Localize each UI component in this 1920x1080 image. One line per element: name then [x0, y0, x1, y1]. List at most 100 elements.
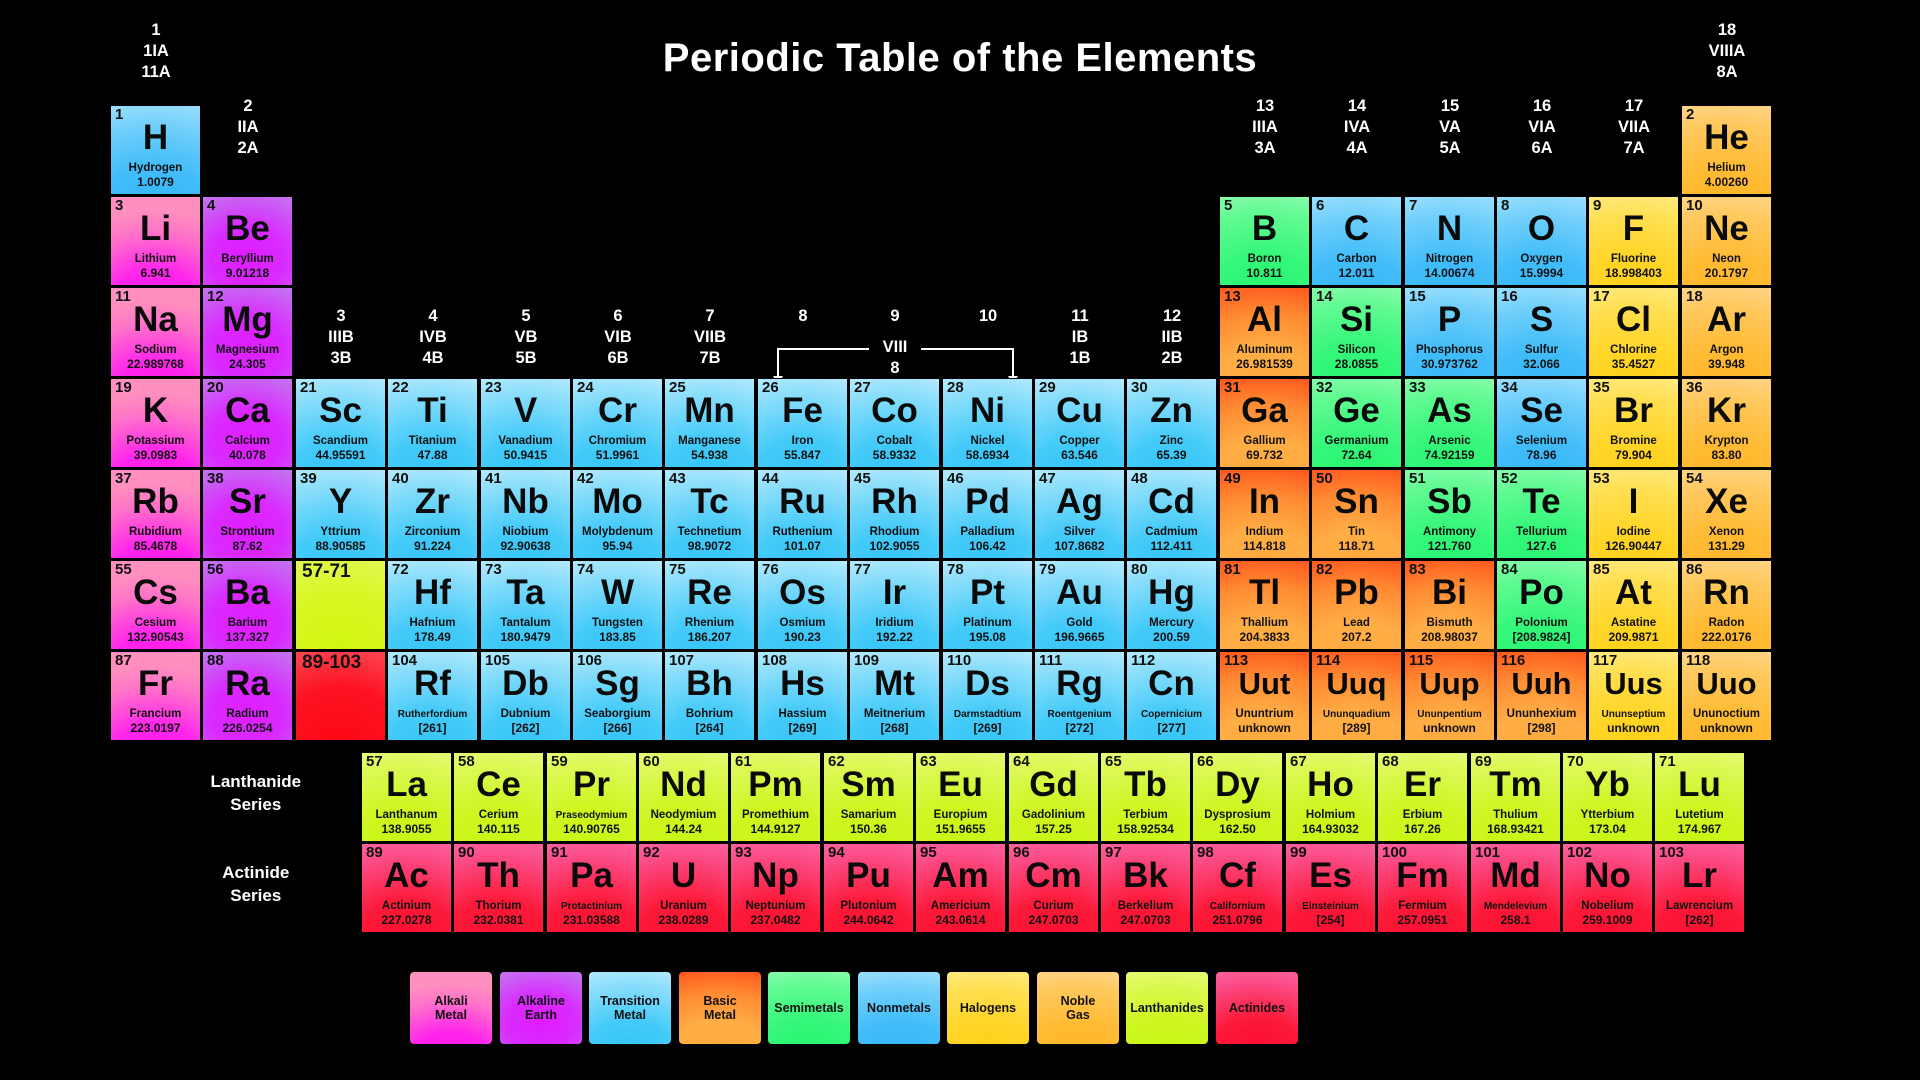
element-cell-nb[interactable]: 41 Nb Niobium 92.90638	[480, 469, 571, 559]
legend-item-alkali[interactable]: Alkali Metal	[410, 972, 492, 1044]
element-cell-uuq[interactable]: 114 Uuq Ununquadium [289]	[1311, 651, 1402, 741]
element-cell-th[interactable]: 90 Th Thorium 232.0381	[453, 843, 544, 933]
element-cell-pt[interactable]: 78 Pt Platinum 195.08	[942, 560, 1033, 650]
element-cell-ge[interactable]: 32 Ge Germanium 72.64	[1311, 378, 1402, 468]
element-cell-as[interactable]: 33 As Arsenic 74.92159	[1404, 378, 1495, 468]
element-cell-lu[interactable]: 71 Lu Lutetium 174.967	[1654, 752, 1745, 842]
element-cell-uut[interactable]: 113 Uut Ununtrium unknown	[1219, 651, 1310, 741]
element-cell-rb[interactable]: 37 Rb Rubidium 85.4678	[110, 469, 201, 559]
element-cell-cl[interactable]: 17 Cl Chlorine 35.4527	[1588, 287, 1679, 377]
element-cell-er[interactable]: 68 Er Erbium 167.26	[1377, 752, 1468, 842]
element-cell-ds[interactable]: 110 Ds Darmstadtium [269]	[942, 651, 1033, 741]
element-cell-v[interactable]: 23 V Vanadium 50.9415	[480, 378, 571, 468]
element-cell-rf[interactable]: 104 Rf Rutherfordium [261]	[387, 651, 478, 741]
element-cell-gd[interactable]: 64 Gd Gadolinium 157.25	[1008, 752, 1099, 842]
element-cell-bh[interactable]: 107 Bh Bohrium [264]	[664, 651, 755, 741]
element-cell-tl[interactable]: 81 Tl Thallium 204.3833	[1219, 560, 1310, 650]
element-cell-os[interactable]: 76 Os Osmium 190.23	[757, 560, 848, 650]
element-cell-hs[interactable]: 108 Hs Hassium [269]	[757, 651, 848, 741]
element-cell-md[interactable]: 101 Md Mendelevium 258.1	[1470, 843, 1561, 933]
legend-item-nonmetal[interactable]: Nonmetals	[858, 972, 940, 1044]
element-cell-uuh[interactable]: 116 Uuh Ununhexium [298]	[1496, 651, 1587, 741]
element-cell-u[interactable]: 92 U Uranium 238.0289	[638, 843, 729, 933]
element-cell-al[interactable]: 13 Al Aluminum 26.981539	[1219, 287, 1310, 377]
element-cell-uus[interactable]: 117 Uus Ununseptium unknown	[1588, 651, 1679, 741]
element-cell-au[interactable]: 79 Au Gold 196.9665	[1034, 560, 1125, 650]
legend-item-actinide[interactable]: Actinides	[1216, 972, 1298, 1044]
element-cell-o[interactable]: 8 O Oxygen 15.9994	[1496, 196, 1587, 286]
element-cell-sr[interactable]: 38 Sr Strontium 87.62	[202, 469, 293, 559]
element-cell-cn[interactable]: 112 Cn Copernicium [277]	[1126, 651, 1217, 741]
element-cell-rh[interactable]: 45 Rh Rhodium 102.9055	[849, 469, 940, 559]
element-cell-ga[interactable]: 31 Ga Gallium 69.732	[1219, 378, 1310, 468]
legend-item-semimetal[interactable]: Semimetals	[768, 972, 850, 1044]
element-cell-ce[interactable]: 58 Ce Cerium 140.115	[453, 752, 544, 842]
element-cell-sc[interactable]: 21 Sc Scandium 44.95591	[295, 378, 386, 468]
element-cell-pd[interactable]: 46 Pd Palladium 106.42	[942, 469, 1033, 559]
legend-item-lanthanide[interactable]: Lanthanides	[1126, 972, 1208, 1044]
element-cell-sm[interactable]: 62 Sm Samarium 150.36	[823, 752, 914, 842]
element-cell-tc[interactable]: 43 Tc Technetium 98.9072	[664, 469, 755, 559]
element-cell-uuo[interactable]: 118 Uuo Ununoctium unknown	[1681, 651, 1772, 741]
element-cell-pa[interactable]: 91 Pa Protactinium 231.03588	[546, 843, 637, 933]
element-cell-lr[interactable]: 103 Lr Lawrencium [262]	[1654, 843, 1745, 933]
legend-item-noble[interactable]: Noble Gas	[1037, 972, 1119, 1044]
element-cell-be[interactable]: 4 Be Beryllium 9.01218	[202, 196, 293, 286]
element-cell-w[interactable]: 74 W Tungsten 183.85	[572, 560, 663, 650]
element-cell-po[interactable]: 84 Po Polonium [208.9824]	[1496, 560, 1587, 650]
element-cell-ca[interactable]: 20 Ca Calcium 40.078	[202, 378, 293, 468]
element-cell-c[interactable]: 6 C Carbon 12.011	[1311, 196, 1402, 286]
element-cell-zr[interactable]: 40 Zr Zirconium 91.224	[387, 469, 478, 559]
element-cell-np[interactable]: 93 Np Neptunium 237.0482	[730, 843, 821, 933]
element-cell-na[interactable]: 11 Na Sodium 22.989768	[110, 287, 201, 377]
element-cell-la[interactable]: 57 La Lanthanum 138.9055	[361, 752, 452, 842]
element-cell-xe[interactable]: 54 Xe Xenon 131.29	[1681, 469, 1772, 559]
element-cell-kr[interactable]: 36 Kr Krypton 83.80	[1681, 378, 1772, 468]
element-cell-h[interactable]: 1 H Hydrogen 1.0079	[110, 105, 201, 195]
element-cell-sn[interactable]: 50 Sn Tin 118.71	[1311, 469, 1402, 559]
element-cell-ta[interactable]: 73 Ta Tantalum 180.9479	[480, 560, 571, 650]
element-cell-rg[interactable]: 111 Rg Roentgenium [272]	[1034, 651, 1125, 741]
element-cell-at[interactable]: 85 At Astatine 209.9871	[1588, 560, 1679, 650]
element-cell-ne[interactable]: 10 Ne Neon 20.1797	[1681, 196, 1772, 286]
element-cell-ag[interactable]: 47 Ag Silver 107.8682	[1034, 469, 1125, 559]
element-cell-i[interactable]: 53 I Iodine 126.90447	[1588, 469, 1679, 559]
element-cell-p[interactable]: 15 P Phosphorus 30.973762	[1404, 287, 1495, 377]
element-cell-sg[interactable]: 106 Sg Seaborgium [266]	[572, 651, 663, 741]
element-cell-br[interactable]: 35 Br Bromine 79.904	[1588, 378, 1679, 468]
element-cell-dy[interactable]: 66 Dy Dysprosium 162.50	[1192, 752, 1283, 842]
element-cell-hg[interactable]: 80 Hg Mercury 200.59	[1126, 560, 1217, 650]
element-cell-s[interactable]: 16 S Sulfur 32.066	[1496, 287, 1587, 377]
element-cell-mo[interactable]: 42 Mo Molybdenum 95.94	[572, 469, 663, 559]
element-cell-k[interactable]: 19 K Potassium 39.0983	[110, 378, 201, 468]
element-cell-es[interactable]: 99 Es Einsteinium [254]	[1285, 843, 1376, 933]
element-cell-in[interactable]: 49 In Indium 114.818	[1219, 469, 1310, 559]
element-range-cell-89-103[interactable]: 89-103	[295, 651, 386, 741]
element-cell-yb[interactable]: 70 Yb Ytterbium 173.04	[1562, 752, 1653, 842]
element-cell-ir[interactable]: 77 Ir Iridium 192.22	[849, 560, 940, 650]
element-cell-bk[interactable]: 97 Bk Berkelium 247.0703	[1100, 843, 1191, 933]
element-cell-ni[interactable]: 28 Ni Nickel 58.6934	[942, 378, 1033, 468]
element-cell-mt[interactable]: 109 Mt Meitnerium [268]	[849, 651, 940, 741]
element-cell-am[interactable]: 95 Am Americium 243.0614	[915, 843, 1006, 933]
element-cell-pu[interactable]: 94 Pu Plutonium 244.0642	[823, 843, 914, 933]
element-cell-hf[interactable]: 72 Hf Hafnium 178.49	[387, 560, 478, 650]
element-cell-f[interactable]: 9 F Fluorine 18.998403	[1588, 196, 1679, 286]
element-cell-tb[interactable]: 65 Tb Terbium 158.92534	[1100, 752, 1191, 842]
legend-item-halogen[interactable]: Halogens	[947, 972, 1029, 1044]
element-cell-no[interactable]: 102 No Nobelium 259.1009	[1562, 843, 1653, 933]
element-cell-mg[interactable]: 12 Mg Magnesium 24.305	[202, 287, 293, 377]
element-cell-pr[interactable]: 59 Pr Praseodymium 140.90765	[546, 752, 637, 842]
element-cell-ra[interactable]: 88 Ra Radium 226.0254	[202, 651, 293, 741]
element-cell-n[interactable]: 7 N Nitrogen 14.00674	[1404, 196, 1495, 286]
element-cell-re[interactable]: 75 Re Rhenium 186.207	[664, 560, 755, 650]
element-cell-co[interactable]: 27 Co Cobalt 58.9332	[849, 378, 940, 468]
element-cell-si[interactable]: 14 Si Silicon 28.0855	[1311, 287, 1402, 377]
element-cell-se[interactable]: 34 Se Selenium 78.96	[1496, 378, 1587, 468]
element-cell-ac[interactable]: 89 Ac Actinium 227.0278	[361, 843, 452, 933]
element-cell-uup[interactable]: 115 Uup Ununpentium unknown	[1404, 651, 1495, 741]
element-cell-eu[interactable]: 63 Eu Europium 151.9655	[915, 752, 1006, 842]
element-cell-ba[interactable]: 56 Ba Barium 137.327	[202, 560, 293, 650]
element-cell-y[interactable]: 39 Y Yttrium 88.90585	[295, 469, 386, 559]
element-cell-cd[interactable]: 48 Cd Cadmium 112.411	[1126, 469, 1217, 559]
